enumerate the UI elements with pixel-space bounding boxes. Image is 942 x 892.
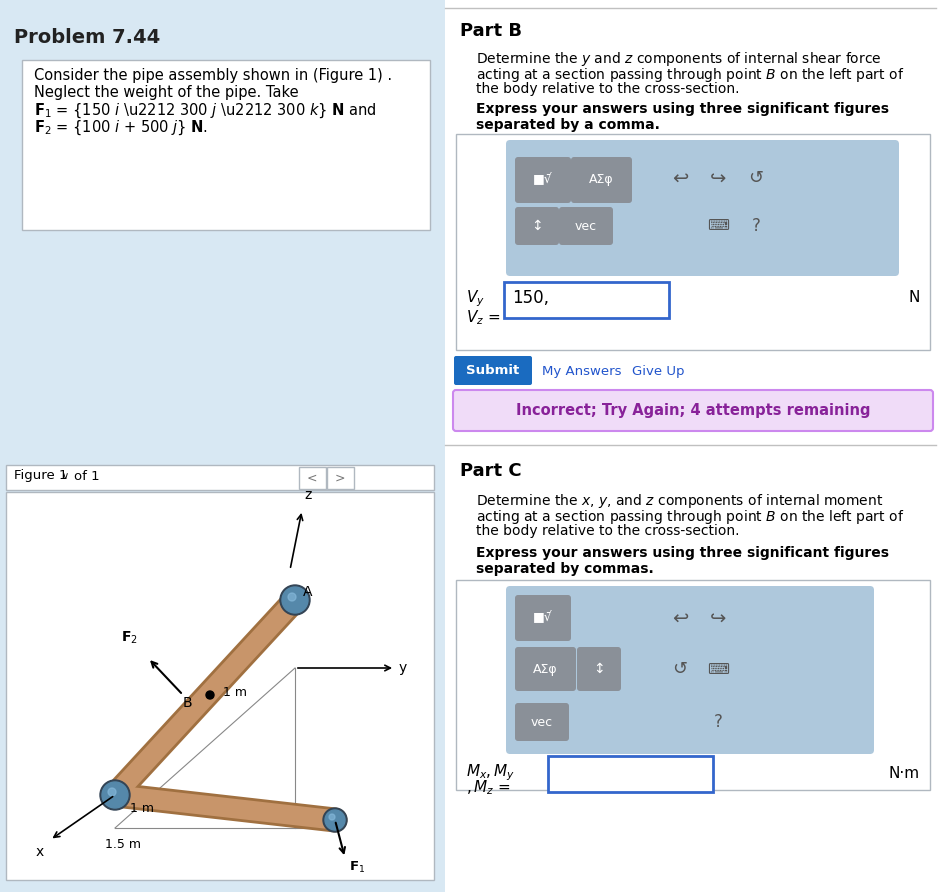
Text: $V_z$ =: $V_z$ = xyxy=(466,308,500,326)
Text: N·m: N·m xyxy=(889,765,920,780)
FancyBboxPatch shape xyxy=(548,756,713,792)
Text: AΣφ: AΣφ xyxy=(589,174,613,186)
Text: separated by commas.: separated by commas. xyxy=(476,562,654,576)
Text: $\mathbf{F}_2$ = {100 $\mathit{i}$ + 500 $\mathit{j}$} $\mathbf{N}$.: $\mathbf{F}_2$ = {100 $\mathit{i}$ + 500… xyxy=(34,119,208,137)
Text: Determine the $x$, $y$, and $z$ components of internal moment: Determine the $x$, $y$, and $z$ componen… xyxy=(476,492,884,510)
Text: Express your answers using three significant figures: Express your answers using three signifi… xyxy=(476,102,889,116)
Text: Neglect the weight of the pipe. Take: Neglect the weight of the pipe. Take xyxy=(34,85,299,100)
Text: vec: vec xyxy=(531,715,553,729)
FancyBboxPatch shape xyxy=(506,586,874,754)
Text: ↪: ↪ xyxy=(710,169,726,187)
Circle shape xyxy=(206,691,214,699)
Text: the body relative to the cross-section.: the body relative to the cross-section. xyxy=(476,82,739,96)
Text: y: y xyxy=(399,661,407,675)
Text: $\mathbf{F}_1$: $\mathbf{F}_1$ xyxy=(349,860,365,875)
FancyBboxPatch shape xyxy=(453,390,933,431)
Text: ↕: ↕ xyxy=(531,219,543,233)
Text: A: A xyxy=(303,585,313,599)
Text: Submit: Submit xyxy=(466,365,520,377)
Text: <: < xyxy=(307,472,317,484)
FancyBboxPatch shape xyxy=(454,356,532,385)
FancyBboxPatch shape xyxy=(515,157,571,203)
FancyBboxPatch shape xyxy=(515,703,569,741)
Text: $, M_z$ =: $, M_z$ = xyxy=(466,778,511,797)
Circle shape xyxy=(282,587,308,613)
FancyBboxPatch shape xyxy=(327,467,354,489)
Text: Problem 7.44: Problem 7.44 xyxy=(14,28,160,47)
Text: ?: ? xyxy=(713,713,723,731)
FancyBboxPatch shape xyxy=(515,647,576,691)
Text: B: B xyxy=(183,696,192,710)
FancyBboxPatch shape xyxy=(456,134,930,350)
FancyBboxPatch shape xyxy=(559,207,613,245)
Text: My Answers: My Answers xyxy=(542,365,622,377)
Text: ■√̄: ■√̄ xyxy=(533,612,553,624)
Text: $\mathbf{F}_2$: $\mathbf{F}_2$ xyxy=(122,630,138,646)
Text: of 1: of 1 xyxy=(74,469,100,483)
Text: 1 m: 1 m xyxy=(223,685,247,698)
FancyBboxPatch shape xyxy=(506,140,899,276)
FancyBboxPatch shape xyxy=(445,0,942,892)
FancyBboxPatch shape xyxy=(22,60,430,230)
Text: ⌨: ⌨ xyxy=(707,219,729,234)
FancyBboxPatch shape xyxy=(456,580,930,790)
Circle shape xyxy=(325,810,345,830)
Text: ↺: ↺ xyxy=(749,169,764,187)
Text: z: z xyxy=(304,488,312,502)
Text: x: x xyxy=(36,845,44,859)
Text: $M_x, M_y$: $M_x, M_y$ xyxy=(466,762,515,782)
FancyBboxPatch shape xyxy=(571,157,632,203)
Circle shape xyxy=(329,814,335,820)
Text: ∨: ∨ xyxy=(62,471,69,481)
Circle shape xyxy=(288,593,296,601)
Circle shape xyxy=(280,585,310,615)
Text: vec: vec xyxy=(575,219,597,233)
Text: Determine the $y$ and $z$ components of internal shear force: Determine the $y$ and $z$ components of … xyxy=(476,50,882,68)
Text: >: > xyxy=(334,472,346,484)
Text: N: N xyxy=(909,291,920,305)
Text: Express your answers using three significant figures: Express your answers using three signifi… xyxy=(476,546,889,560)
Text: Consider the pipe assembly shown in (Figure 1) .: Consider the pipe assembly shown in (Fig… xyxy=(34,68,392,83)
FancyBboxPatch shape xyxy=(6,492,434,880)
FancyBboxPatch shape xyxy=(299,467,326,489)
FancyBboxPatch shape xyxy=(504,282,669,318)
Text: acting at a section passing through point $B$ on the left part of: acting at a section passing through poin… xyxy=(476,66,904,84)
Text: 1.5 m: 1.5 m xyxy=(105,838,141,852)
Text: $\mathbf{F}_1$ = {150 $\mathit{i}$ \u2212 300 $\mathit{j}$ \u2212 300 $\mathit{k: $\mathbf{F}_1$ = {150 $\mathit{i}$ \u221… xyxy=(34,102,377,120)
FancyBboxPatch shape xyxy=(6,465,434,490)
Text: ■√̄: ■√̄ xyxy=(533,174,553,186)
Circle shape xyxy=(100,780,130,810)
Text: ↪: ↪ xyxy=(710,608,726,627)
Text: $V_y$: $V_y$ xyxy=(466,288,485,309)
Text: Figure 1: Figure 1 xyxy=(14,469,68,483)
Text: acting at a section passing through point $B$ on the left part of: acting at a section passing through poin… xyxy=(476,508,904,526)
Text: ↩: ↩ xyxy=(672,169,689,187)
Circle shape xyxy=(108,788,116,796)
FancyBboxPatch shape xyxy=(515,207,559,245)
Circle shape xyxy=(102,782,128,808)
Text: ⌨: ⌨ xyxy=(707,662,729,676)
Text: 1 m: 1 m xyxy=(130,802,154,814)
Text: ↩: ↩ xyxy=(672,608,689,627)
Text: AΣφ: AΣφ xyxy=(532,663,558,675)
Text: 150,: 150, xyxy=(512,289,549,307)
Text: separated by a comma.: separated by a comma. xyxy=(476,118,660,132)
Circle shape xyxy=(323,808,347,832)
Text: ?: ? xyxy=(752,217,760,235)
Text: Give Up: Give Up xyxy=(632,365,685,377)
Text: Part B: Part B xyxy=(460,22,522,40)
Text: Part C: Part C xyxy=(460,462,522,480)
Text: the body relative to the cross-section.: the body relative to the cross-section. xyxy=(476,524,739,538)
Text: Incorrect; Try Again; 4 attempts remaining: Incorrect; Try Again; 4 attempts remaini… xyxy=(516,403,870,418)
Text: ↕: ↕ xyxy=(593,662,605,676)
Text: ↺: ↺ xyxy=(673,660,688,678)
FancyBboxPatch shape xyxy=(515,595,571,641)
FancyBboxPatch shape xyxy=(577,647,621,691)
